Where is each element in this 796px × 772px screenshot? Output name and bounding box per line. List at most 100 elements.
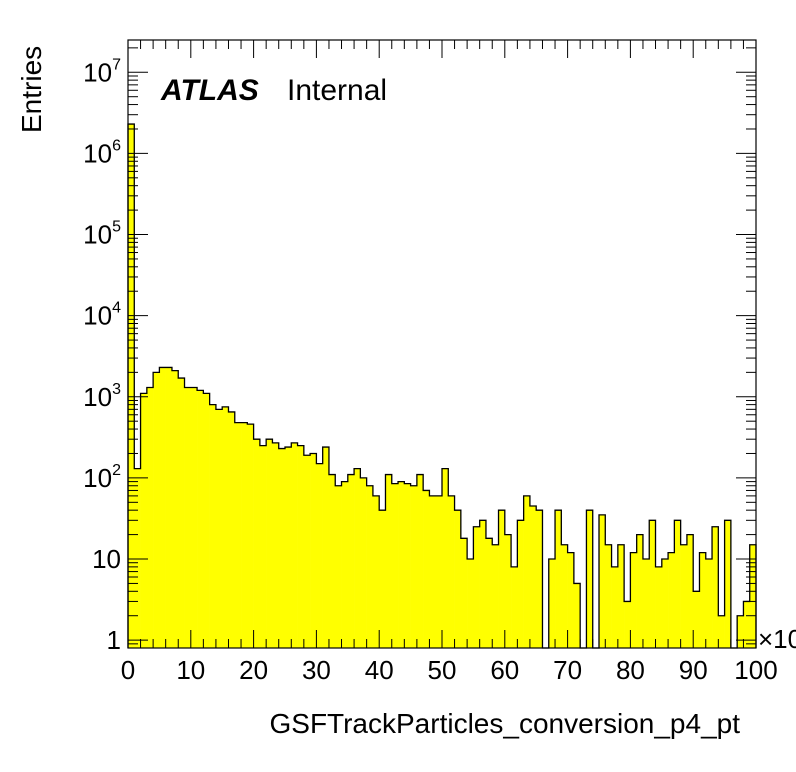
histogram-bar: [599, 514, 606, 648]
histogram-bar: [272, 442, 280, 648]
histogram-bar: [630, 552, 637, 648]
histogram-bar: [460, 538, 468, 648]
histogram-bar: [234, 422, 242, 648]
histogram-bar: [404, 483, 411, 648]
histogram-bar: [668, 552, 675, 648]
y-tick-label: 107: [83, 56, 121, 87]
histogram-bar: [485, 538, 493, 648]
histogram-bar: [479, 520, 487, 648]
histogram-bar: [705, 559, 713, 648]
histogram-bar: [241, 422, 248, 648]
histogram-bar: [429, 495, 437, 648]
histogram-bars: [127, 123, 757, 649]
x-tick-label: 40: [365, 655, 394, 685]
histogram-bar: [655, 566, 663, 648]
y-tick-label: 102: [83, 462, 121, 493]
histogram-bar: [661, 559, 669, 648]
histogram-bar: [391, 483, 399, 648]
histogram-bar: [498, 510, 506, 648]
histogram-bar: [743, 601, 751, 648]
histogram-bar: [316, 463, 323, 648]
histogram-bar: [209, 404, 217, 648]
histogram-bar: [435, 495, 443, 648]
histogram-bar: [335, 485, 342, 648]
histogram-bar: [184, 387, 192, 648]
x-axis-title: GSFTrackParticles_conversion_p4_pt: [269, 708, 740, 739]
histogram-bar: [442, 468, 449, 648]
histogram-bar: [617, 544, 625, 648]
histogram-bar: [724, 520, 732, 648]
histogram-bar: [636, 534, 644, 648]
histogram-outline: [127, 123, 757, 649]
y-tick-label: 105: [83, 219, 121, 250]
histogram-bar: [190, 387, 198, 648]
histogram-bar: [247, 424, 254, 648]
y-axis-title: Entries: [16, 46, 47, 133]
x-tick-label: 30: [302, 655, 331, 685]
histogram-bar: [322, 447, 330, 648]
histogram-bar: [165, 367, 173, 648]
histogram-bar: [215, 409, 223, 648]
y-tick-label: 103: [83, 381, 121, 412]
x-tick-label: 60: [490, 655, 519, 685]
histogram-bar: [473, 526, 480, 648]
histogram-bar: [467, 559, 474, 648]
histogram-bar: [423, 490, 430, 648]
x-tick-label: 80: [616, 655, 645, 685]
histogram-bar: [642, 559, 650, 648]
histogram-bar: [153, 372, 160, 648]
x-tick-label: 70: [553, 655, 582, 685]
histogram-bar: [310, 453, 317, 648]
histogram-bar: [253, 439, 261, 648]
histogram-bar: [266, 439, 273, 648]
internal-label: Internal: [287, 74, 387, 107]
histogram-bar: [492, 544, 499, 648]
x-tick-label: 50: [428, 655, 457, 685]
histogram-bar: [649, 520, 656, 648]
histogram-bar: [536, 510, 543, 648]
histogram-bar: [693, 591, 700, 648]
histogram-bar: [134, 468, 141, 648]
histogram-bar: [203, 393, 210, 648]
histogram-bar: [611, 566, 619, 648]
histogram-bar: [416, 474, 424, 648]
histogram-bar: [285, 447, 292, 648]
histogram-bar: [517, 520, 524, 648]
x-tick-label: 10: [176, 655, 205, 685]
histogram-bar: [197, 390, 204, 648]
histogram-bar: [504, 534, 512, 648]
histogram-bar: [171, 370, 179, 648]
histogram-bar: [379, 510, 386, 648]
x-tick-labels: 0 10 20 30 40 50 60 70 80 90 100: [121, 655, 778, 685]
histogram-bar: [178, 378, 185, 648]
histogram-bar: [410, 485, 418, 648]
y-tick-label: 10: [92, 544, 121, 574]
histogram-bar: [297, 445, 305, 648]
y-tick-label: 106: [83, 137, 121, 168]
y-tick-labels: 1 10 102 103 104 105 106 107: [83, 56, 121, 655]
atlas-label: ATLAS: [160, 74, 259, 107]
histogram-bar: [228, 411, 236, 648]
histogram-bar: [291, 442, 298, 648]
histogram-bar: [624, 601, 631, 648]
histogram-bar: [328, 474, 336, 648]
histogram-bar: [303, 455, 311, 648]
histogram-bar: [548, 559, 556, 648]
histogram-bar: [146, 387, 154, 648]
histogram-bar: [555, 510, 562, 648]
histogram-bar: [686, 534, 694, 648]
histogram-bar: [699, 552, 707, 648]
x-multiplier-label: ×103: [758, 623, 796, 654]
histogram-bar: [712, 526, 719, 648]
x-tick-label: 0: [121, 655, 135, 685]
histogram-bar: [128, 124, 135, 648]
histogram-bar: [448, 495, 455, 648]
histogram-bar: [749, 544, 757, 648]
histogram-bar: [366, 485, 374, 648]
histogram-bar: [398, 481, 405, 648]
histogram-bar: [347, 474, 355, 648]
histogram-bar: [680, 544, 688, 648]
histogram-bar: [360, 477, 367, 648]
x-tick-label: 90: [679, 655, 708, 685]
histogram-bar: [573, 583, 581, 648]
